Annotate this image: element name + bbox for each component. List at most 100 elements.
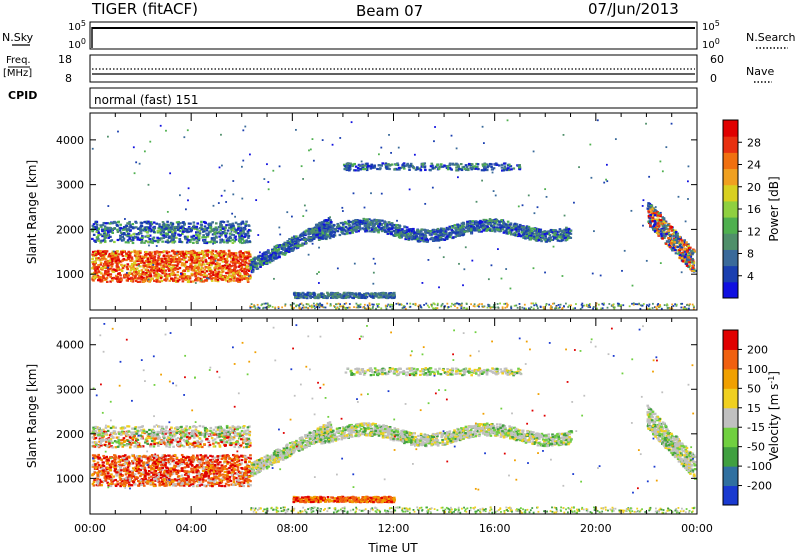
echo-cell <box>322 227 326 230</box>
echo-cell <box>197 267 200 270</box>
echo-cell <box>321 237 324 240</box>
echo-cell <box>290 244 294 247</box>
echo-cell <box>320 228 323 231</box>
echo-cell <box>671 232 675 235</box>
echo-cell <box>688 263 692 267</box>
echo-cell <box>441 165 445 168</box>
echo-cell <box>102 265 105 268</box>
echo-cell <box>173 230 177 233</box>
echo-cell <box>293 238 297 241</box>
echo-cell <box>506 224 509 228</box>
echo-cell <box>416 167 419 171</box>
echo-cell <box>158 223 161 226</box>
echo-cell <box>187 222 191 225</box>
echo-cell <box>246 232 250 235</box>
echo-cell <box>245 220 248 223</box>
echo-cell <box>481 220 484 223</box>
echo-cell <box>236 277 239 281</box>
echo-cell <box>149 224 152 227</box>
echo-cell <box>533 237 536 241</box>
echo-cell <box>266 251 270 255</box>
echo-cell <box>322 229 326 232</box>
echo-cell <box>209 250 213 254</box>
echo-cell <box>271 255 274 258</box>
echo-cell <box>226 220 230 223</box>
echo-cell <box>541 236 545 239</box>
echo-cell <box>143 253 147 256</box>
echo-cell <box>126 232 130 235</box>
echo-cell <box>401 228 404 231</box>
echo-cell <box>483 228 486 231</box>
echo-cell <box>191 237 195 240</box>
echo-cell <box>341 223 345 226</box>
echo-cell <box>468 221 471 225</box>
echo-cell <box>657 234 661 237</box>
echo-cell <box>120 277 123 280</box>
echo-cell <box>286 240 290 243</box>
echo-cell <box>190 252 194 255</box>
echo-cell <box>164 262 168 265</box>
echo-cell <box>562 234 566 237</box>
echo-cell <box>500 219 504 222</box>
echo-cell <box>101 223 105 227</box>
echo-cell <box>416 166 419 169</box>
echo-cell <box>443 231 446 234</box>
echo-cell <box>109 280 112 283</box>
echo-cell <box>327 294 330 297</box>
echo-cell <box>190 274 194 277</box>
echo-cell <box>344 220 347 224</box>
echo-cell <box>388 292 391 295</box>
echo-cell <box>209 241 212 244</box>
echo-cell <box>193 227 197 230</box>
nsearch-tick-bottom: 100 <box>702 37 720 51</box>
echo-cell <box>358 292 361 295</box>
echo-cell <box>91 257 94 261</box>
echo-cell <box>490 165 493 169</box>
echo-cell <box>284 252 287 255</box>
echo-cell <box>404 237 408 241</box>
echo-cell <box>460 222 464 225</box>
echo-cell <box>482 229 486 232</box>
echo-cell <box>304 230 307 233</box>
echo-cell <box>549 228 553 232</box>
echo-cell <box>100 228 104 231</box>
echo-cell <box>549 236 553 239</box>
echo-cell <box>387 229 390 232</box>
echo-cell <box>496 223 499 226</box>
echo-cell <box>459 232 462 235</box>
echo-cell <box>166 265 169 269</box>
echo-cell <box>131 274 135 277</box>
echo-cell <box>512 233 515 236</box>
echo-cell <box>224 234 227 237</box>
echo-cell <box>378 223 381 227</box>
echo-cell <box>115 258 118 261</box>
echo-cell <box>168 228 172 231</box>
echo-cell <box>111 279 114 282</box>
echo-cell <box>443 238 446 241</box>
echo-cell <box>139 224 143 227</box>
echo-cell <box>508 223 512 226</box>
echo-cell <box>351 222 355 225</box>
echo-cell <box>554 229 558 232</box>
echo-cell <box>480 230 483 233</box>
echo-cell <box>673 231 676 234</box>
echo-cell <box>544 235 547 238</box>
echo-cell <box>338 227 341 230</box>
echo-cell <box>679 252 683 255</box>
echo-cell <box>246 230 250 233</box>
echo-cell <box>142 278 146 281</box>
echo-cell <box>180 258 183 261</box>
echo-cell <box>116 265 120 269</box>
echo-cell <box>547 236 551 239</box>
echo-cell <box>107 234 111 237</box>
echo-cell <box>463 167 467 170</box>
echo-cell <box>456 234 459 237</box>
echo-cell <box>160 267 163 270</box>
echo-cell <box>115 277 118 280</box>
echo-cell <box>120 263 123 266</box>
echo-cell <box>170 259 174 262</box>
echo-cell <box>156 241 160 244</box>
echo-cell <box>240 278 244 281</box>
echo-cell <box>552 229 556 232</box>
echo-cell <box>229 223 232 226</box>
